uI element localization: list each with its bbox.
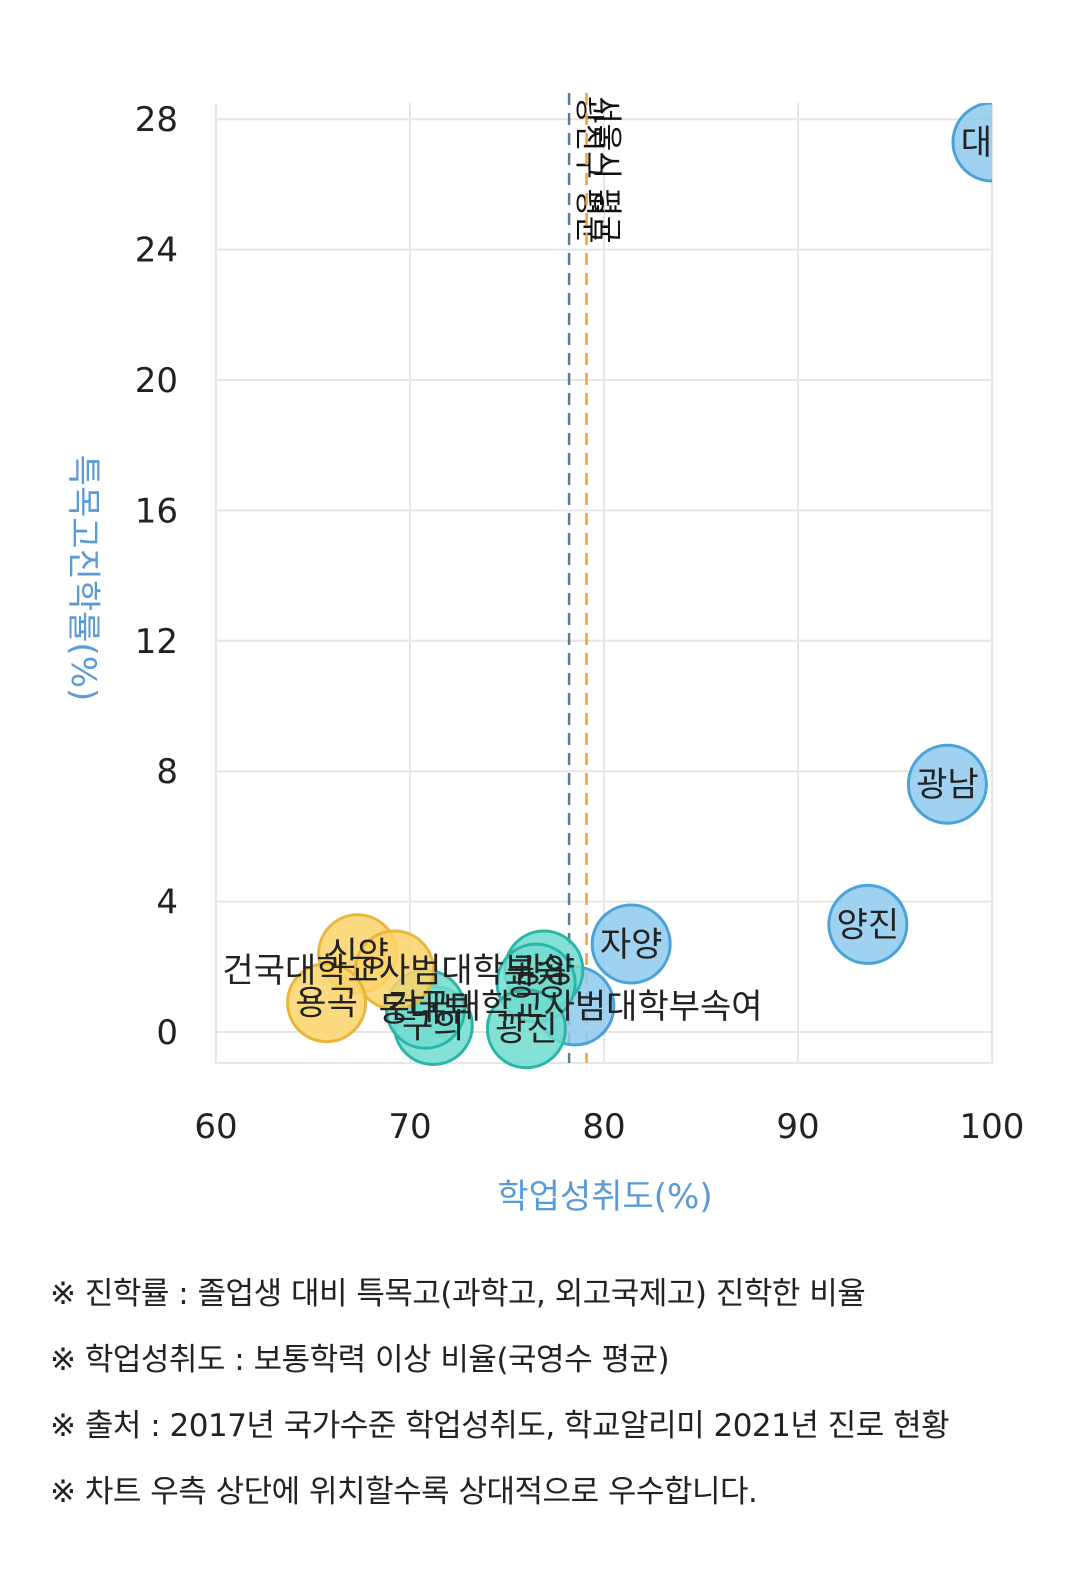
bubble-label: 양진 [837,905,900,945]
bubble-label: 광장 [505,964,568,1004]
y-tick-label: 0 [156,1013,178,1053]
note-definition-achievement: ※ 학업성취도 : 보통학력 이상 비율(국영수 평균) [50,1342,670,1378]
axes: 0 4 8 12 16 20 24 28 60 70 80 90 100 [135,100,1025,1147]
x-tick-label: 80 [582,1107,625,1147]
grid [215,103,993,1064]
bubble-label: 신양 [326,935,389,975]
y-tick-label: 4 [156,883,178,923]
reference-line-label: 광진구 평균 [571,96,606,244]
bubble-point[interactable] [353,929,435,1011]
bubble-point[interactable] [906,743,988,825]
x-tick-label: 90 [776,1107,819,1147]
y-tick-label: 28 [135,100,178,140]
bubble-label: 광남 [916,765,979,805]
y-axis-title: 특목고진학률(%) [63,455,103,702]
y-tick-label: 16 [135,491,178,531]
footnotes: ※ 진학률 : 졸업생 대비 특목고(과학고, 외고국제고) 진학한 비율 ※ … [50,1272,1060,1536]
bubble-point[interactable] [951,103,1031,183]
y-tick-label: 24 [135,231,178,271]
x-tick-label: 100 [960,1107,1025,1147]
bubble-point[interactable] [827,883,909,965]
bubble-label: 광양 [513,951,576,991]
bubble-point[interactable] [590,903,672,985]
y-tick-label: 12 [135,622,178,662]
bubble-label: 동대부 [379,990,473,1030]
bubble-label: 광진 [495,1010,558,1050]
x-axis-title: 학업성취도(%) [497,1177,712,1217]
bubble-label: 용곡 [295,984,358,1024]
bubble-point[interactable] [485,988,567,1070]
bubble-label: 건국대학교사범대학부속 [222,951,566,991]
note-interpretation: ※ 차트 우측 상단에 위치할수록 상대적으로 우수합니다. [50,1474,758,1510]
bubble-label: 대원 [961,123,1024,163]
bubble-label: 건국대학교사범대학부속여 [387,987,762,1027]
bubble-label: 자양 [600,925,663,965]
bubble-label: 구의 [402,1006,465,1046]
y-tick-label: 20 [135,361,178,401]
x-tick-label: 60 [194,1107,237,1147]
reference-line-label: 서울시 평균 [589,96,624,244]
note-definition-rate: ※ 진학률 : 졸업생 대비 특목고(과학고, 외고국제고) 진학한 비율 [50,1276,866,1312]
y-tick-label: 8 [156,752,178,792]
x-tick-label: 70 [388,1107,431,1147]
bubble-point[interactable] [286,962,368,1044]
note-source: ※ 출처 : 2017년 국가수준 학업성취도, 학교알리미 2021년 진로 … [50,1408,950,1444]
